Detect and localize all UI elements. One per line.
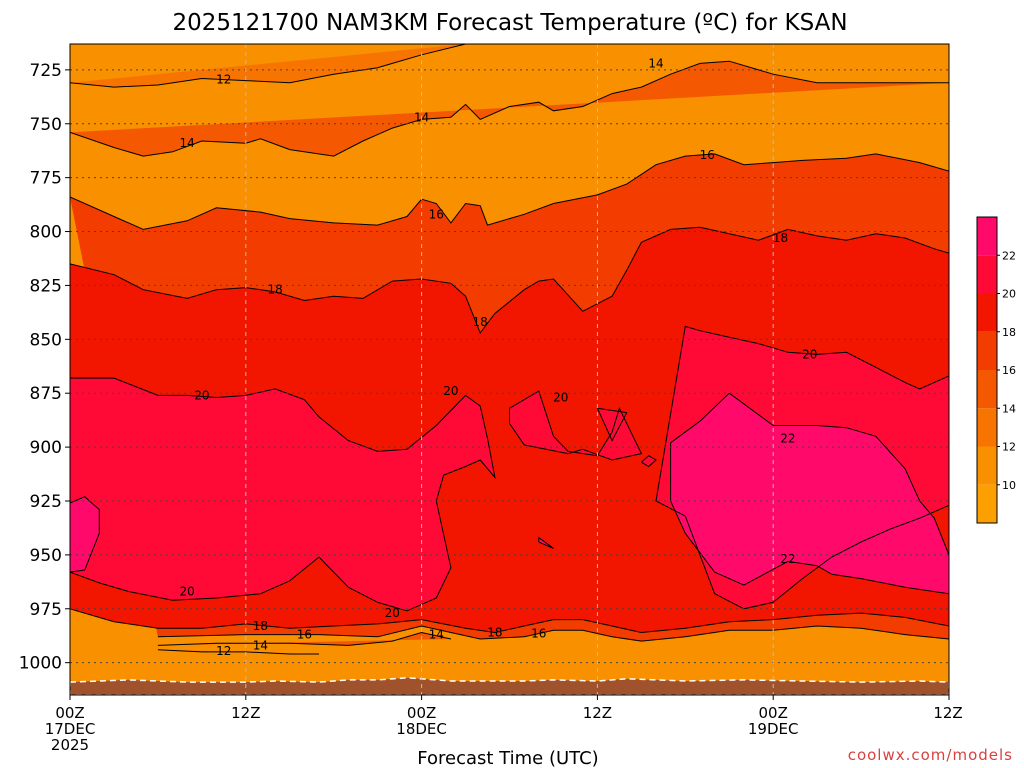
ground-fill [70, 677, 949, 695]
contour-label: 20 [180, 585, 195, 599]
contour-label: 18 [487, 625, 502, 639]
y-tick-label: 975 [30, 600, 62, 620]
y-tick-label: 775 [30, 169, 62, 189]
band-cell-20 [509, 391, 642, 460]
isotherm-contours [70, 44, 949, 655]
contour-label: 22 [780, 431, 795, 445]
y-tick-label: 750 [30, 115, 62, 135]
temperature-fill [70, 44, 949, 695]
x-tick-label: 12Z [933, 704, 962, 722]
contour-label: 20 [553, 391, 568, 405]
y-axis: 725 750 775 800 825 850 875 900 925 950 975 1000 [19, 61, 70, 674]
contour-22 [670, 392, 949, 595]
contour-label: 20 [385, 606, 400, 620]
contour-20 [509, 390, 643, 461]
colorbar-label: 10 [1002, 479, 1016, 492]
x-tick-label: 12Z [231, 704, 260, 722]
y-tick-label: 925 [30, 492, 62, 512]
contour-18 [70, 226, 949, 334]
colorbar-swatch [977, 408, 997, 447]
y-tick-label: 725 [30, 61, 62, 81]
band-cell-22 [670, 393, 949, 594]
band-14 [70, 61, 949, 157]
colorbar-swatch [977, 446, 997, 485]
contour-label: 20 [443, 384, 458, 398]
colorbar-label: 22 [1002, 249, 1016, 262]
colorbar-swatch [977, 484, 997, 523]
colorbar-label: 16 [1002, 364, 1016, 377]
contour-labels: 12 12 14 14 14 14 14 16 16 16 16 18 18 18 18 18 20 20 20 20… [180, 56, 818, 657]
x-tick-label: 00Z [55, 704, 84, 722]
colorbar-swatch [977, 217, 997, 256]
plot-frame [69, 43, 950, 696]
contour-14 [70, 60, 949, 157]
y-tick-label: 825 [30, 276, 62, 296]
contour-label: 16 [700, 148, 715, 162]
credit-text: coolwx.com/models [848, 746, 1013, 764]
y-tick-label: 1000 [19, 654, 62, 674]
x-tick-label: 12Z [583, 704, 612, 722]
colorbar-swatch [977, 293, 997, 332]
chart-title: 2025121700 NAM3KM Forecast Temperature (… [172, 10, 847, 36]
contour-label: 20 [194, 388, 209, 402]
contour-16 [157, 625, 949, 642]
x-tick-label: 17DEC [45, 720, 96, 738]
colorbar-label: 12 [1002, 441, 1016, 454]
contour-label: 14 [253, 638, 268, 652]
gridlines [70, 44, 949, 695]
band-cell-20 [597, 408, 627, 441]
y-tick-label: 950 [30, 546, 62, 566]
contour-label: 22 [780, 552, 795, 566]
contour-20 [596, 407, 628, 442]
y-tick-label: 850 [30, 330, 62, 350]
contour-label: 16 [297, 628, 312, 642]
contour-18 [70, 608, 949, 634]
x-tick-label: 19DEC [748, 720, 799, 738]
contour-label: 18 [267, 283, 282, 297]
colorbar-label: 18 [1002, 326, 1016, 339]
y-tick-label: 800 [30, 223, 62, 243]
colorbar-swatch [977, 331, 997, 370]
x-tick-label: 18DEC [396, 720, 447, 738]
contour-label: 16 [531, 627, 546, 641]
contour-22 [538, 536, 554, 549]
contour-20 [655, 325, 949, 610]
contour-20 [70, 377, 496, 612]
colorbar-label: 20 [1002, 288, 1016, 301]
contour-12 [157, 649, 319, 655]
colorbar-legend: 10 12 14 16 18 20 22 [976, 216, 1016, 524]
contour-12 [70, 44, 466, 88]
contour-label: 18 [773, 231, 788, 245]
contour-label: 20 [802, 347, 817, 361]
colorbar-swatch [977, 370, 997, 409]
contour-label: 12 [216, 644, 231, 658]
contour-label: 14 [414, 110, 429, 124]
x-tick-label: 2025 [51, 736, 89, 754]
colorbar-swatch [977, 255, 997, 294]
contour-14 [157, 631, 452, 646]
band-12 [70, 44, 466, 88]
band-20-west [70, 378, 495, 611]
contour-label: 14 [429, 628, 444, 642]
band-12 [157, 649, 319, 654]
x-tick-label: 00Z [759, 704, 788, 722]
y-tick-label: 900 [30, 438, 62, 458]
colorbar-label: 14 [1002, 402, 1016, 415]
contour-20 [641, 455, 657, 468]
contour-16 [70, 153, 949, 230]
contour-label: 14 [648, 56, 663, 70]
contour-label: 16 [429, 207, 444, 221]
contour-label: 12 [216, 73, 231, 87]
ground-surface [70, 677, 949, 695]
contour-label: 18 [253, 619, 268, 633]
contour-label: 14 [180, 136, 195, 150]
y-tick-label: 875 [30, 384, 62, 404]
x-tick-label: 00Z [407, 704, 436, 722]
band-cell-22 [70, 496, 100, 573]
contour-label: 18 [473, 315, 488, 329]
x-axis-label: Forecast Time (UTC) [417, 748, 598, 768]
contour-22 [70, 496, 100, 573]
